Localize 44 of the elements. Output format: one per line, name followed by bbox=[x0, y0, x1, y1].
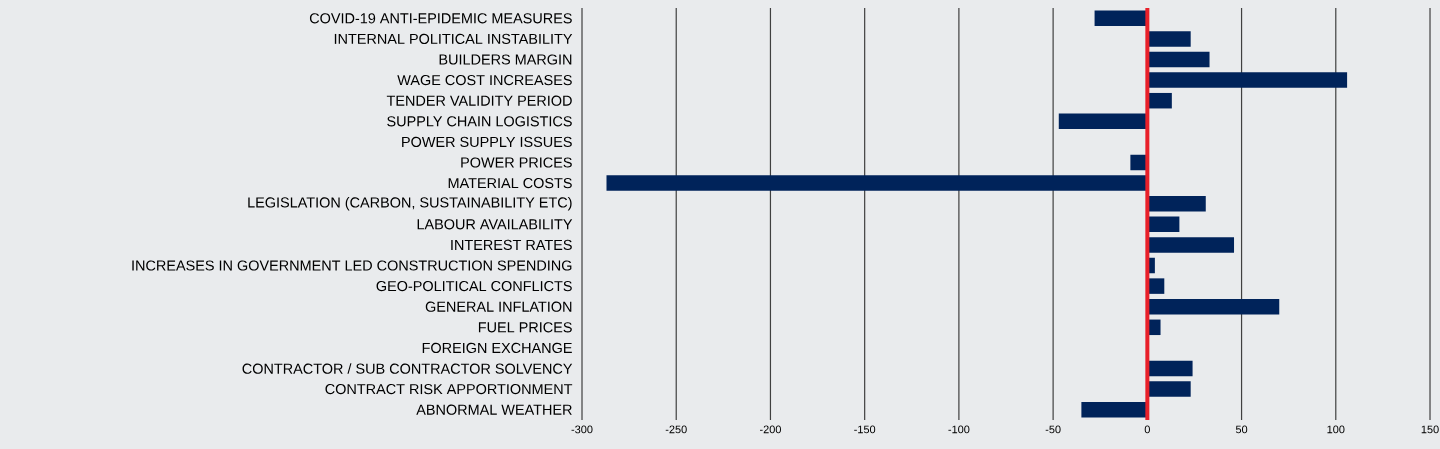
y-tick-label: CONTRACT RISK APPORTIONMENT bbox=[325, 383, 573, 395]
bar bbox=[1147, 31, 1191, 47]
bar bbox=[1147, 51, 1210, 68]
y-tick-label: CONTRACTOR / SUB CONTRACTOR SOLVENCY bbox=[242, 363, 573, 374]
bar bbox=[1147, 237, 1235, 253]
y-tick-label: INTEREST RATES bbox=[451, 239, 572, 251]
x-tick-label: -50 bbox=[1045, 425, 1061, 434]
x-tick-label: 150 bbox=[1421, 425, 1439, 434]
bar bbox=[1147, 216, 1180, 233]
x-tick-label: -200 bbox=[759, 425, 781, 434]
y-tick-label: ABNORMAL WEATHER bbox=[416, 404, 572, 415]
bar bbox=[1094, 10, 1148, 27]
y-tick-label: LABOUR AVAILABILITY bbox=[417, 219, 573, 230]
y-tick-label: TENDER VALIDITY PERIOD bbox=[386, 95, 572, 106]
y-tick-label: INCREASES IN GOVERNMENT LED CONSTRUCTION SPENDING bbox=[132, 260, 572, 271]
bar bbox=[1058, 113, 1148, 130]
x-tick-label: 50 bbox=[1235, 425, 1248, 434]
x-tick-label: 100 bbox=[1327, 425, 1345, 434]
y-tick-label: LEGISLATION (CARBON, SUSTAINABILITY ETC) bbox=[248, 196, 572, 211]
y-tick-label: BUILDERS MARGIN bbox=[439, 54, 572, 65]
x-tick-label: -100 bbox=[948, 425, 970, 434]
x-tick-label: -150 bbox=[854, 425, 876, 434]
y-tick-label: GEO-POLITICAL CONFLICTS bbox=[376, 280, 572, 292]
bar bbox=[606, 175, 1148, 191]
bar bbox=[1081, 401, 1148, 418]
y-tick-label: POWER PRICES bbox=[461, 157, 572, 168]
y-tick-label: MATERIAL COSTS bbox=[448, 177, 572, 189]
y-tick-label: SUPPLY CHAIN LOGISTICS bbox=[387, 116, 572, 127]
y-tick-label: POWER SUPPLY ISSUES bbox=[402, 136, 572, 148]
y-tick-label: COVID-19 ANTI-EPIDEMIC MEASURES bbox=[309, 13, 572, 24]
y-tick-label: FOREIGN EXCHANGE bbox=[422, 342, 572, 354]
y-tick-label: INTERNAL POLITICAL INSTABILITY bbox=[334, 33, 573, 45]
x-tick-label: 0 bbox=[1144, 425, 1150, 434]
bar bbox=[1147, 72, 1348, 88]
y-tick-label: GENERAL INFLATION bbox=[425, 301, 572, 312]
bar bbox=[1147, 298, 1280, 315]
x-tick-label: -250 bbox=[665, 425, 687, 434]
bar bbox=[1147, 381, 1191, 397]
y-tick-label: WAGE COST INCREASES bbox=[397, 74, 572, 86]
y-tick-label: FUEL PRICES bbox=[478, 322, 572, 333]
bar bbox=[1147, 92, 1172, 109]
bar bbox=[1147, 360, 1193, 377]
bar bbox=[1147, 195, 1206, 212]
x-tick-label: -300 bbox=[571, 425, 593, 434]
